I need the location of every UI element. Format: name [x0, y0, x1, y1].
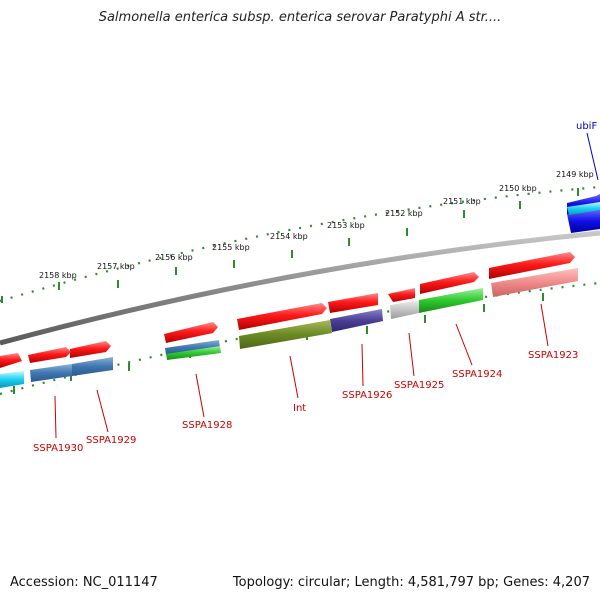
gene-arrow-SSPA1923	[489, 252, 575, 279]
scale-label-2158: 2158 kbp	[39, 271, 77, 280]
scale-label-2156: 2156 kbp	[155, 253, 193, 262]
scale-label-2157: 2157 kbp	[97, 262, 135, 271]
genome-summary-text: Topology: circular; Length: 4,581,797 bp…	[232, 575, 590, 590]
gene-label-SSPA1929: SSPA1929	[86, 435, 136, 446]
cog-block-Int	[239, 320, 332, 349]
outer-scale-ring	[0, 185, 600, 303]
gene-arrow-SSPA1924	[420, 272, 479, 294]
label-leader-ubiF	[586, 132, 599, 181]
cog-block-ubiF	[567, 209, 600, 233]
gene-arrow-SSPA1925	[388, 288, 415, 302]
scale-label-2152: 2152 kbp	[385, 209, 423, 218]
gene-arrow-SSPA1928	[164, 322, 218, 343]
accession-text: Accession: NC_011147	[10, 575, 158, 590]
map-title: Salmonella enterica subsp. enterica sero…	[98, 10, 502, 25]
gene-label-SSPA1923: SSPA1923	[528, 350, 578, 361]
gene-label-ubiF: ubiF	[576, 121, 597, 132]
gene-arrow-SSPA1930	[28, 347, 71, 363]
gene-label-SSPA1926: SSPA1926	[342, 390, 392, 401]
label-leader-lines	[54, 303, 549, 439]
gene-arrow-Int	[237, 303, 327, 330]
scale-label-2151: 2151 kbp	[443, 197, 481, 206]
gene-label-SSPA1924: SSPA1924	[452, 369, 502, 380]
cog-block-SSPA1930	[30, 364, 72, 382]
gene-label-Int: Int	[293, 403, 306, 414]
outer-major-ticks	[1, 188, 579, 303]
cog-block-SSPA1924	[419, 288, 483, 313]
cog-block-SSPA1926	[330, 309, 383, 332]
forward-strand-genes	[0, 194, 600, 368]
scale-label-2154: 2154 kbp	[270, 232, 308, 241]
cog-block-SSPA1925	[390, 300, 419, 319]
backbone-ring	[0, 230, 600, 346]
cog-block-ubiF-cyan	[567, 202, 600, 215]
cog-block-edge-left	[0, 371, 24, 388]
scale-label-2155: 2155 kbp	[212, 243, 250, 252]
cog-block-SSPA1928-blue	[165, 340, 220, 355]
gene-label-SSPA1930: SSPA1930	[33, 443, 83, 454]
gene-labels: ubiF SSPA1923 SSPA1924 SSPA1925 SSPA1926…	[33, 121, 597, 454]
scale-label-2149: 2149 kbp	[556, 170, 594, 179]
gene-label-SSPA1928: SSPA1928	[182, 420, 232, 431]
gene-arrow-edge-left	[0, 353, 22, 368]
cog-block-SSPA1923	[491, 268, 578, 297]
gene-arrow-SSPA1926	[328, 293, 378, 313]
cog-block-SSPA1929	[72, 357, 113, 376]
cog-category-blocks	[0, 202, 600, 388]
scale-labels: 2149 kbp 2150 kbp 2151 kbp 2152 kbp 2153…	[39, 170, 594, 280]
cog-block-SSPA1928-green	[166, 346, 221, 360]
scale-label-2153: 2153 kbp	[327, 221, 365, 230]
scale-label-2150: 2150 kbp	[499, 184, 537, 193]
gene-label-SSPA1925: SSPA1925	[394, 380, 444, 391]
gene-arrow-SSPA1929	[70, 341, 111, 358]
